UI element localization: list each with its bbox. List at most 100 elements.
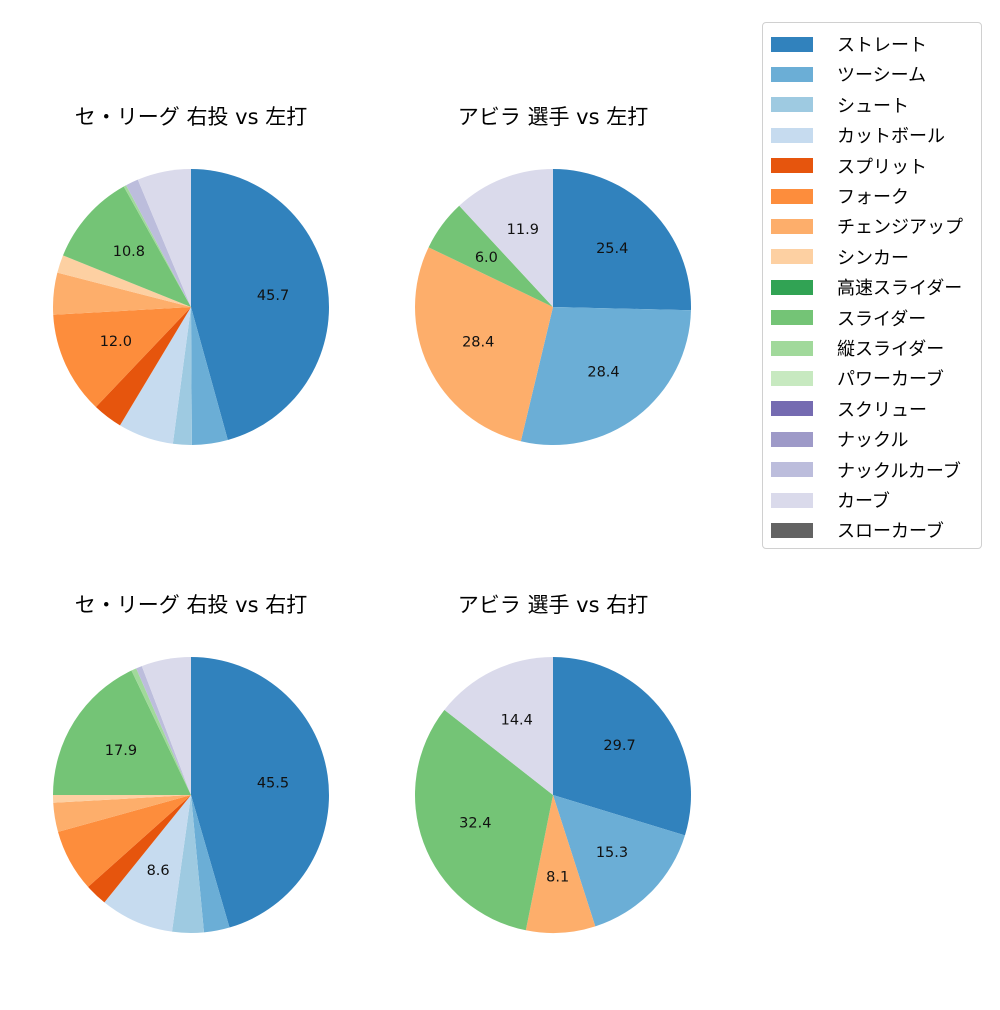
legend-label: スライダー xyxy=(837,308,927,330)
legend-item: ストレート xyxy=(771,29,927,59)
pie-slice xyxy=(53,272,192,315)
legend-label: ツーシーム xyxy=(837,65,927,87)
pie-slice xyxy=(459,169,553,307)
legend-item: ナックル xyxy=(771,424,908,454)
legend-item: ナックルカーブ xyxy=(771,455,961,485)
chart-title: セ・リーグ 右投 vs 左打 xyxy=(74,105,308,129)
legend-swatch xyxy=(771,340,813,356)
slice-percent-label: 14.4 xyxy=(501,713,533,729)
pie-slice xyxy=(191,795,230,933)
pie-slice xyxy=(191,657,330,928)
pie-slice xyxy=(126,179,191,307)
pie-slice xyxy=(57,255,191,307)
pie-panel-league-rhp-vs-rhb: セ・リーグ 右投 vs 右打 45.5 8.6 17.9 xyxy=(21,590,361,1010)
legend-label: ナックル xyxy=(837,430,909,452)
slice-percent-label: 12.0 xyxy=(100,334,132,350)
pie-slice xyxy=(444,657,553,795)
slice-percent-label: 6.0 xyxy=(475,250,498,266)
pie-slice xyxy=(415,709,553,931)
slice-percent-label: 8.1 xyxy=(546,870,569,886)
legend-label: 縦スライダー xyxy=(837,339,945,360)
legend-swatch xyxy=(771,310,813,326)
chart-title: アビラ 選手 vs 左打 xyxy=(457,105,649,129)
legend-swatch xyxy=(771,188,813,204)
slice-percent-label: 10.8 xyxy=(113,244,145,260)
slice-percent-label: 11.9 xyxy=(507,222,539,238)
pie-slice xyxy=(58,795,191,887)
chart-legend: ストレートツーシームシュートカットボール スプリットフォークチェンジアップ シンカー… xyxy=(762,22,982,549)
legend-item: スローカーブ xyxy=(771,515,944,545)
pie-chart: 45.7 12.0 10.8 xyxy=(53,169,330,445)
legend-item: 高速スライダー xyxy=(771,272,962,302)
pie-slice xyxy=(553,795,685,927)
legend-swatch xyxy=(771,370,813,386)
legend-item: シュート xyxy=(771,90,909,120)
pie-slice xyxy=(191,307,228,445)
legend-item: フォーク xyxy=(771,181,909,211)
pie-slice xyxy=(53,795,191,803)
slice-percent-label: 45.5 xyxy=(257,775,289,791)
legend-label: ストレート xyxy=(837,35,927,56)
slice-percent-label: 25.4 xyxy=(596,241,628,257)
legend-item: シンカー xyxy=(771,242,909,272)
pie-slice xyxy=(88,795,191,903)
legend-swatch xyxy=(771,127,813,143)
legend-item: パワーカーブ xyxy=(771,363,944,393)
chart-title: セ・リーグ 右投 vs 右打 xyxy=(74,593,308,617)
slice-percent-label: 15.3 xyxy=(596,845,628,861)
legend-item: スライダー xyxy=(771,303,926,333)
legend-label: カーブ xyxy=(837,491,890,512)
legend-item: ツーシーム xyxy=(771,59,926,89)
pie-chart: 29.7 15.3 8.1 32.4 14.4 xyxy=(415,657,691,933)
legend-swatch xyxy=(771,431,813,447)
pie-slice xyxy=(123,185,191,307)
legend-item: スクリュー xyxy=(771,394,927,424)
legend-swatch xyxy=(771,218,813,234)
pie-slice xyxy=(53,670,191,795)
slice-percent-label: 28.4 xyxy=(587,365,619,381)
legend-item: チェンジアップ xyxy=(771,211,963,241)
pie-slice xyxy=(520,307,691,445)
legend-swatch xyxy=(771,97,813,113)
pie-slice xyxy=(414,247,553,442)
legend-label: パワーカーブ xyxy=(837,369,944,391)
pie-chart: 25.4 28.4 28.4 6.0 11.9 xyxy=(414,169,691,445)
pie-panel-league-rhp-vs-lhb: セ・リーグ 右投 vs 左打 45.7 12.0 10.8 xyxy=(21,102,361,522)
legend-label: シンカー xyxy=(837,247,909,269)
pie-slice xyxy=(120,307,191,444)
slice-percent-label: 45.7 xyxy=(257,288,289,304)
legend-label: カットボール xyxy=(837,126,945,148)
legend-swatch xyxy=(771,279,813,295)
pie-panel-avila-vs-lhb: アビラ 選手 vs 左打 25.4 28.4 28.4 6.0 11.9 xyxy=(383,102,723,522)
legend-swatch xyxy=(771,158,813,174)
legend-label: フォーク xyxy=(837,187,909,208)
legend-swatch xyxy=(771,492,813,508)
pie-slice xyxy=(525,795,596,933)
pie-slice xyxy=(136,666,191,795)
legend-label: スプリット xyxy=(837,156,927,178)
pie-slice xyxy=(137,169,191,307)
pie-slice xyxy=(553,169,691,311)
pie-slice xyxy=(104,795,191,932)
legend-label: 高速スライダー xyxy=(837,278,963,300)
pie-slice xyxy=(553,657,691,836)
legend-item: 縦スライダー xyxy=(771,333,944,363)
legend-label: ナックルカーブ xyxy=(837,460,961,482)
legend-swatch xyxy=(771,401,813,417)
pie-slice xyxy=(171,795,204,933)
legend-item: カットボール xyxy=(771,120,945,150)
legend-swatch xyxy=(771,66,813,82)
legend-label: スクリュー xyxy=(837,399,927,421)
slice-percent-label: 32.4 xyxy=(459,816,491,832)
legend-item: スプリット xyxy=(771,151,927,181)
slice-percent-label: 8.6 xyxy=(147,863,170,879)
slice-percent-label: 17.9 xyxy=(105,743,137,759)
pie-slice xyxy=(53,795,192,832)
pie-panel-avila-vs-rhb: アビラ 選手 vs 右打 29.7 15.3 8.1 32.4 14.4 xyxy=(383,590,723,1010)
pie-chart: 45.5 8.6 17.9 xyxy=(53,657,330,933)
pie-slice xyxy=(53,307,192,408)
legend-item: カーブ xyxy=(771,485,890,515)
legend-swatch xyxy=(771,249,813,265)
legend-label: チェンジアップ xyxy=(837,217,963,239)
legend-swatch xyxy=(771,36,813,52)
